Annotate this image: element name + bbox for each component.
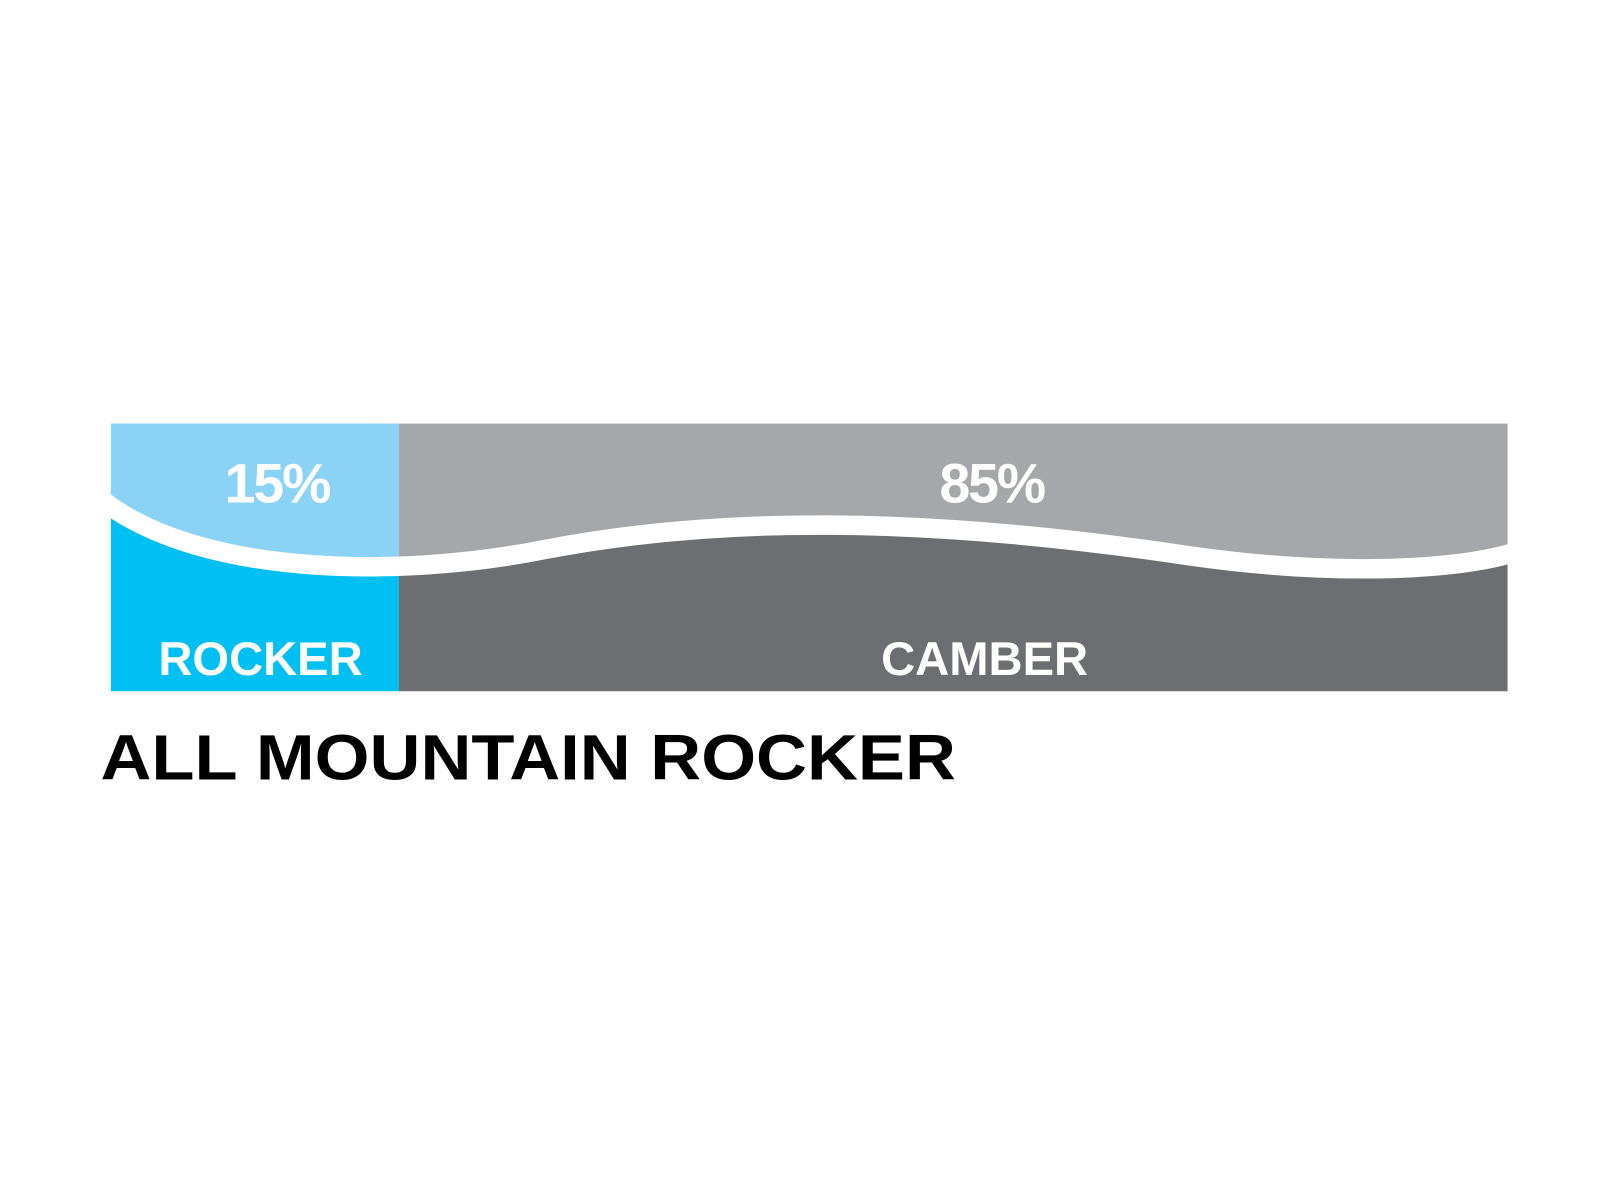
camber-percent: 85% — [939, 453, 1044, 515]
rocker-label: ROCKER — [158, 632, 362, 685]
rocker-percent: 15% — [225, 453, 330, 515]
camber-label: CAMBER — [881, 632, 1088, 685]
diagram-title: ALL MOUNTAIN ROCKER — [101, 722, 956, 793]
rocker-bottom-region — [110, 506, 399, 692]
profile-curve-divider — [96, 492, 1516, 579]
